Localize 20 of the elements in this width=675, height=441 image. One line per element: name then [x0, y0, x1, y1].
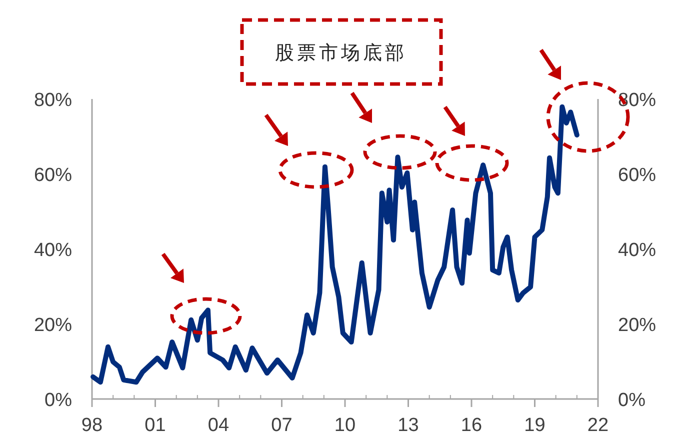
x-tick-label: 01: [144, 415, 166, 436]
x-tick-label: 16: [460, 415, 482, 436]
y-tick-label: 40%: [34, 240, 72, 261]
y-tick-label: 20%: [34, 315, 72, 336]
x-tick-label: 19: [524, 415, 546, 436]
y2-tick-label: 40%: [618, 240, 656, 261]
x-tick-label: 13: [398, 415, 419, 436]
x-tick-label: 98: [81, 415, 103, 436]
annotation: 股票市场底部: [240, 18, 443, 86]
y-tick-label: 0%: [44, 390, 72, 411]
y-tick-label: 60%: [34, 165, 72, 186]
y2-tick-label: 80%: [618, 90, 656, 111]
x-tick-label: 07: [271, 415, 292, 436]
y2-tick-label: 60%: [618, 165, 656, 186]
y-tick-label: 80%: [34, 90, 72, 111]
x-tick-label: 10: [334, 415, 356, 436]
x-tick-label: 22: [587, 415, 609, 436]
y2-tick-label: 20%: [618, 315, 656, 336]
y2-tick-label: 0%: [618, 390, 646, 411]
x-tick-label: 04: [208, 415, 230, 436]
